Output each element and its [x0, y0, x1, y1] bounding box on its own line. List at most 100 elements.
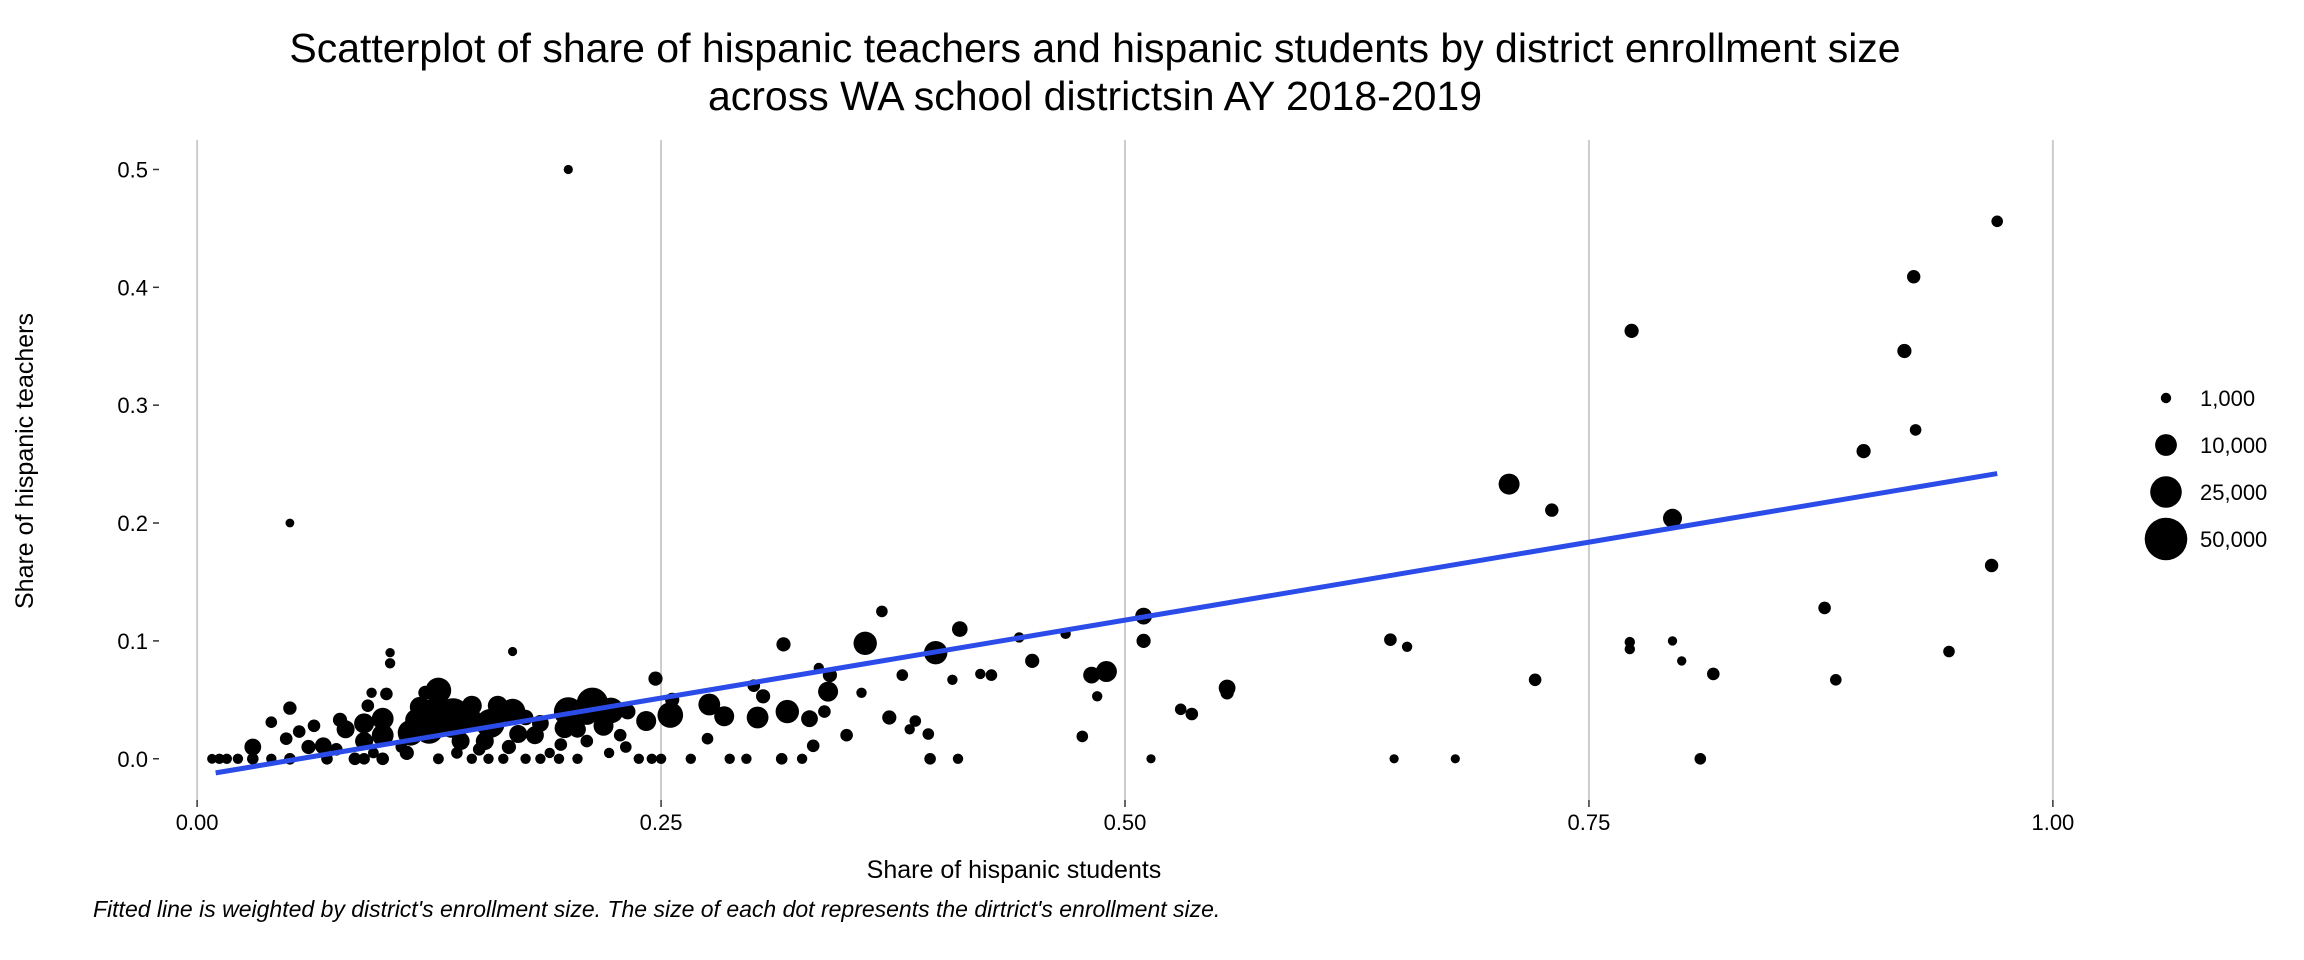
data-point [384, 658, 396, 669]
x-tick-label: 1.00 [2031, 810, 2074, 835]
chart-title: Scatterplot of share of hispanic teacher… [289, 25, 1900, 71]
data-point [279, 732, 293, 745]
data-point [1136, 633, 1151, 649]
data-point [425, 677, 452, 704]
data-point [285, 518, 295, 528]
data-point [535, 753, 546, 764]
data-point [563, 164, 573, 175]
data-point [818, 705, 831, 718]
data-point [1909, 424, 1922, 436]
data-point [1677, 656, 1687, 666]
data-point [292, 725, 306, 738]
data-point [544, 747, 555, 759]
data-point [818, 681, 839, 702]
data-point [636, 711, 657, 731]
data-point [613, 728, 627, 742]
data-point [418, 685, 433, 700]
legend-label: 25,000 [2200, 480, 2267, 505]
data-point [283, 701, 297, 715]
data-point [1624, 643, 1636, 655]
data-point [922, 728, 935, 740]
y-tick-label: 0.1 [117, 629, 148, 654]
data-point [507, 646, 518, 657]
data-point [756, 689, 771, 704]
data-point [371, 707, 394, 730]
data-point [856, 687, 867, 698]
data-point [1897, 343, 1912, 359]
data-point [904, 724, 915, 735]
data-point [741, 753, 752, 764]
data-point [1663, 508, 1682, 528]
data-point [475, 709, 505, 738]
data-point [461, 695, 482, 716]
data-point [876, 605, 888, 618]
data-point [775, 753, 788, 765]
data-point [1707, 667, 1720, 681]
data-point [1498, 473, 1520, 495]
data-point [1384, 633, 1397, 646]
data-point [909, 715, 922, 727]
data-point [724, 753, 735, 764]
y-tick-label: 0.3 [117, 393, 148, 418]
data-point [472, 743, 486, 756]
data-point [376, 752, 390, 766]
legend-key [2160, 392, 2172, 404]
data-point [354, 713, 375, 734]
data-point [952, 753, 964, 764]
data-point [776, 637, 791, 652]
data-point [1984, 558, 1999, 573]
data-point [806, 739, 820, 753]
data-point [1185, 707, 1199, 721]
data-point [853, 631, 877, 655]
y-tick-label: 0.4 [117, 275, 148, 300]
data-point [451, 747, 463, 759]
data-point [1025, 653, 1040, 669]
data-point [409, 696, 430, 717]
grid-lines [196, 140, 2054, 800]
data-point [520, 753, 531, 764]
x-axis-label: Share of hispanic students [867, 856, 1162, 884]
data-point [221, 753, 232, 764]
y-tick-label: 0.0 [117, 747, 148, 772]
data-point [207, 753, 217, 764]
data-point [620, 741, 632, 753]
data-point [1083, 666, 1100, 684]
data-point [366, 687, 377, 698]
data-point [553, 753, 565, 764]
data-point [1146, 754, 1156, 764]
data-point [896, 669, 909, 681]
legend-key [2144, 517, 2188, 561]
data-point [1818, 601, 1831, 615]
data-point [348, 752, 362, 766]
data-point [1907, 270, 1921, 284]
data-point [1220, 686, 1234, 700]
legend-label: 10,000 [2200, 433, 2267, 458]
data-point [265, 716, 278, 728]
data-point [214, 753, 225, 764]
data-point [1401, 641, 1413, 652]
data-point [371, 724, 394, 747]
data-point [1389, 754, 1399, 764]
data-point [368, 747, 379, 759]
data-point [509, 725, 528, 743]
legend-label: 50,000 [2200, 527, 2267, 552]
data-point [947, 674, 958, 685]
data-point [648, 671, 663, 686]
data-point [1076, 730, 1089, 743]
data-point [952, 621, 968, 637]
data-point [385, 648, 395, 658]
data-point [775, 699, 799, 724]
data-point [569, 720, 586, 738]
data-point [801, 710, 818, 728]
data-point [655, 753, 667, 764]
data-point [685, 753, 696, 764]
data-point [1856, 444, 1871, 459]
y-tick-label: 0.2 [117, 511, 148, 536]
y-tick-label: 0.5 [117, 157, 148, 182]
data-point [619, 703, 636, 720]
data-point [358, 753, 370, 765]
fitted-line [215, 471, 1998, 776]
data-point [1092, 691, 1103, 702]
